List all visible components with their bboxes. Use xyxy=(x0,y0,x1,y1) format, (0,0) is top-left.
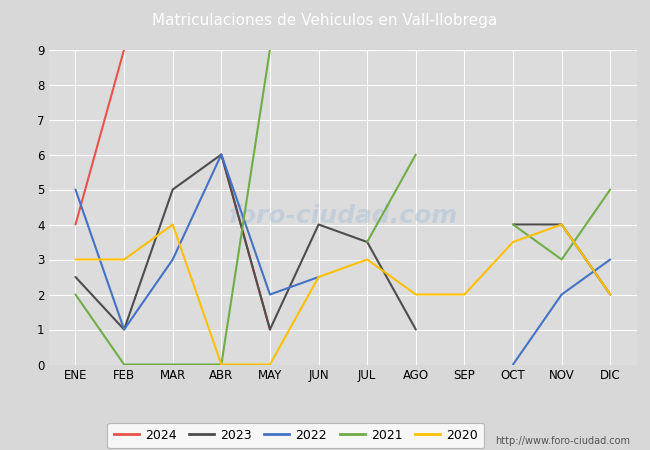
Text: foro-ciudad.com: foro-ciudad.com xyxy=(228,204,458,229)
Text: Matriculaciones de Vehiculos en Vall-llobrega: Matriculaciones de Vehiculos en Vall-llo… xyxy=(152,13,498,28)
Text: http://www.foro-ciudad.com: http://www.foro-ciudad.com xyxy=(495,436,630,446)
Legend: 2024, 2023, 2022, 2021, 2020: 2024, 2023, 2022, 2021, 2020 xyxy=(107,423,484,448)
